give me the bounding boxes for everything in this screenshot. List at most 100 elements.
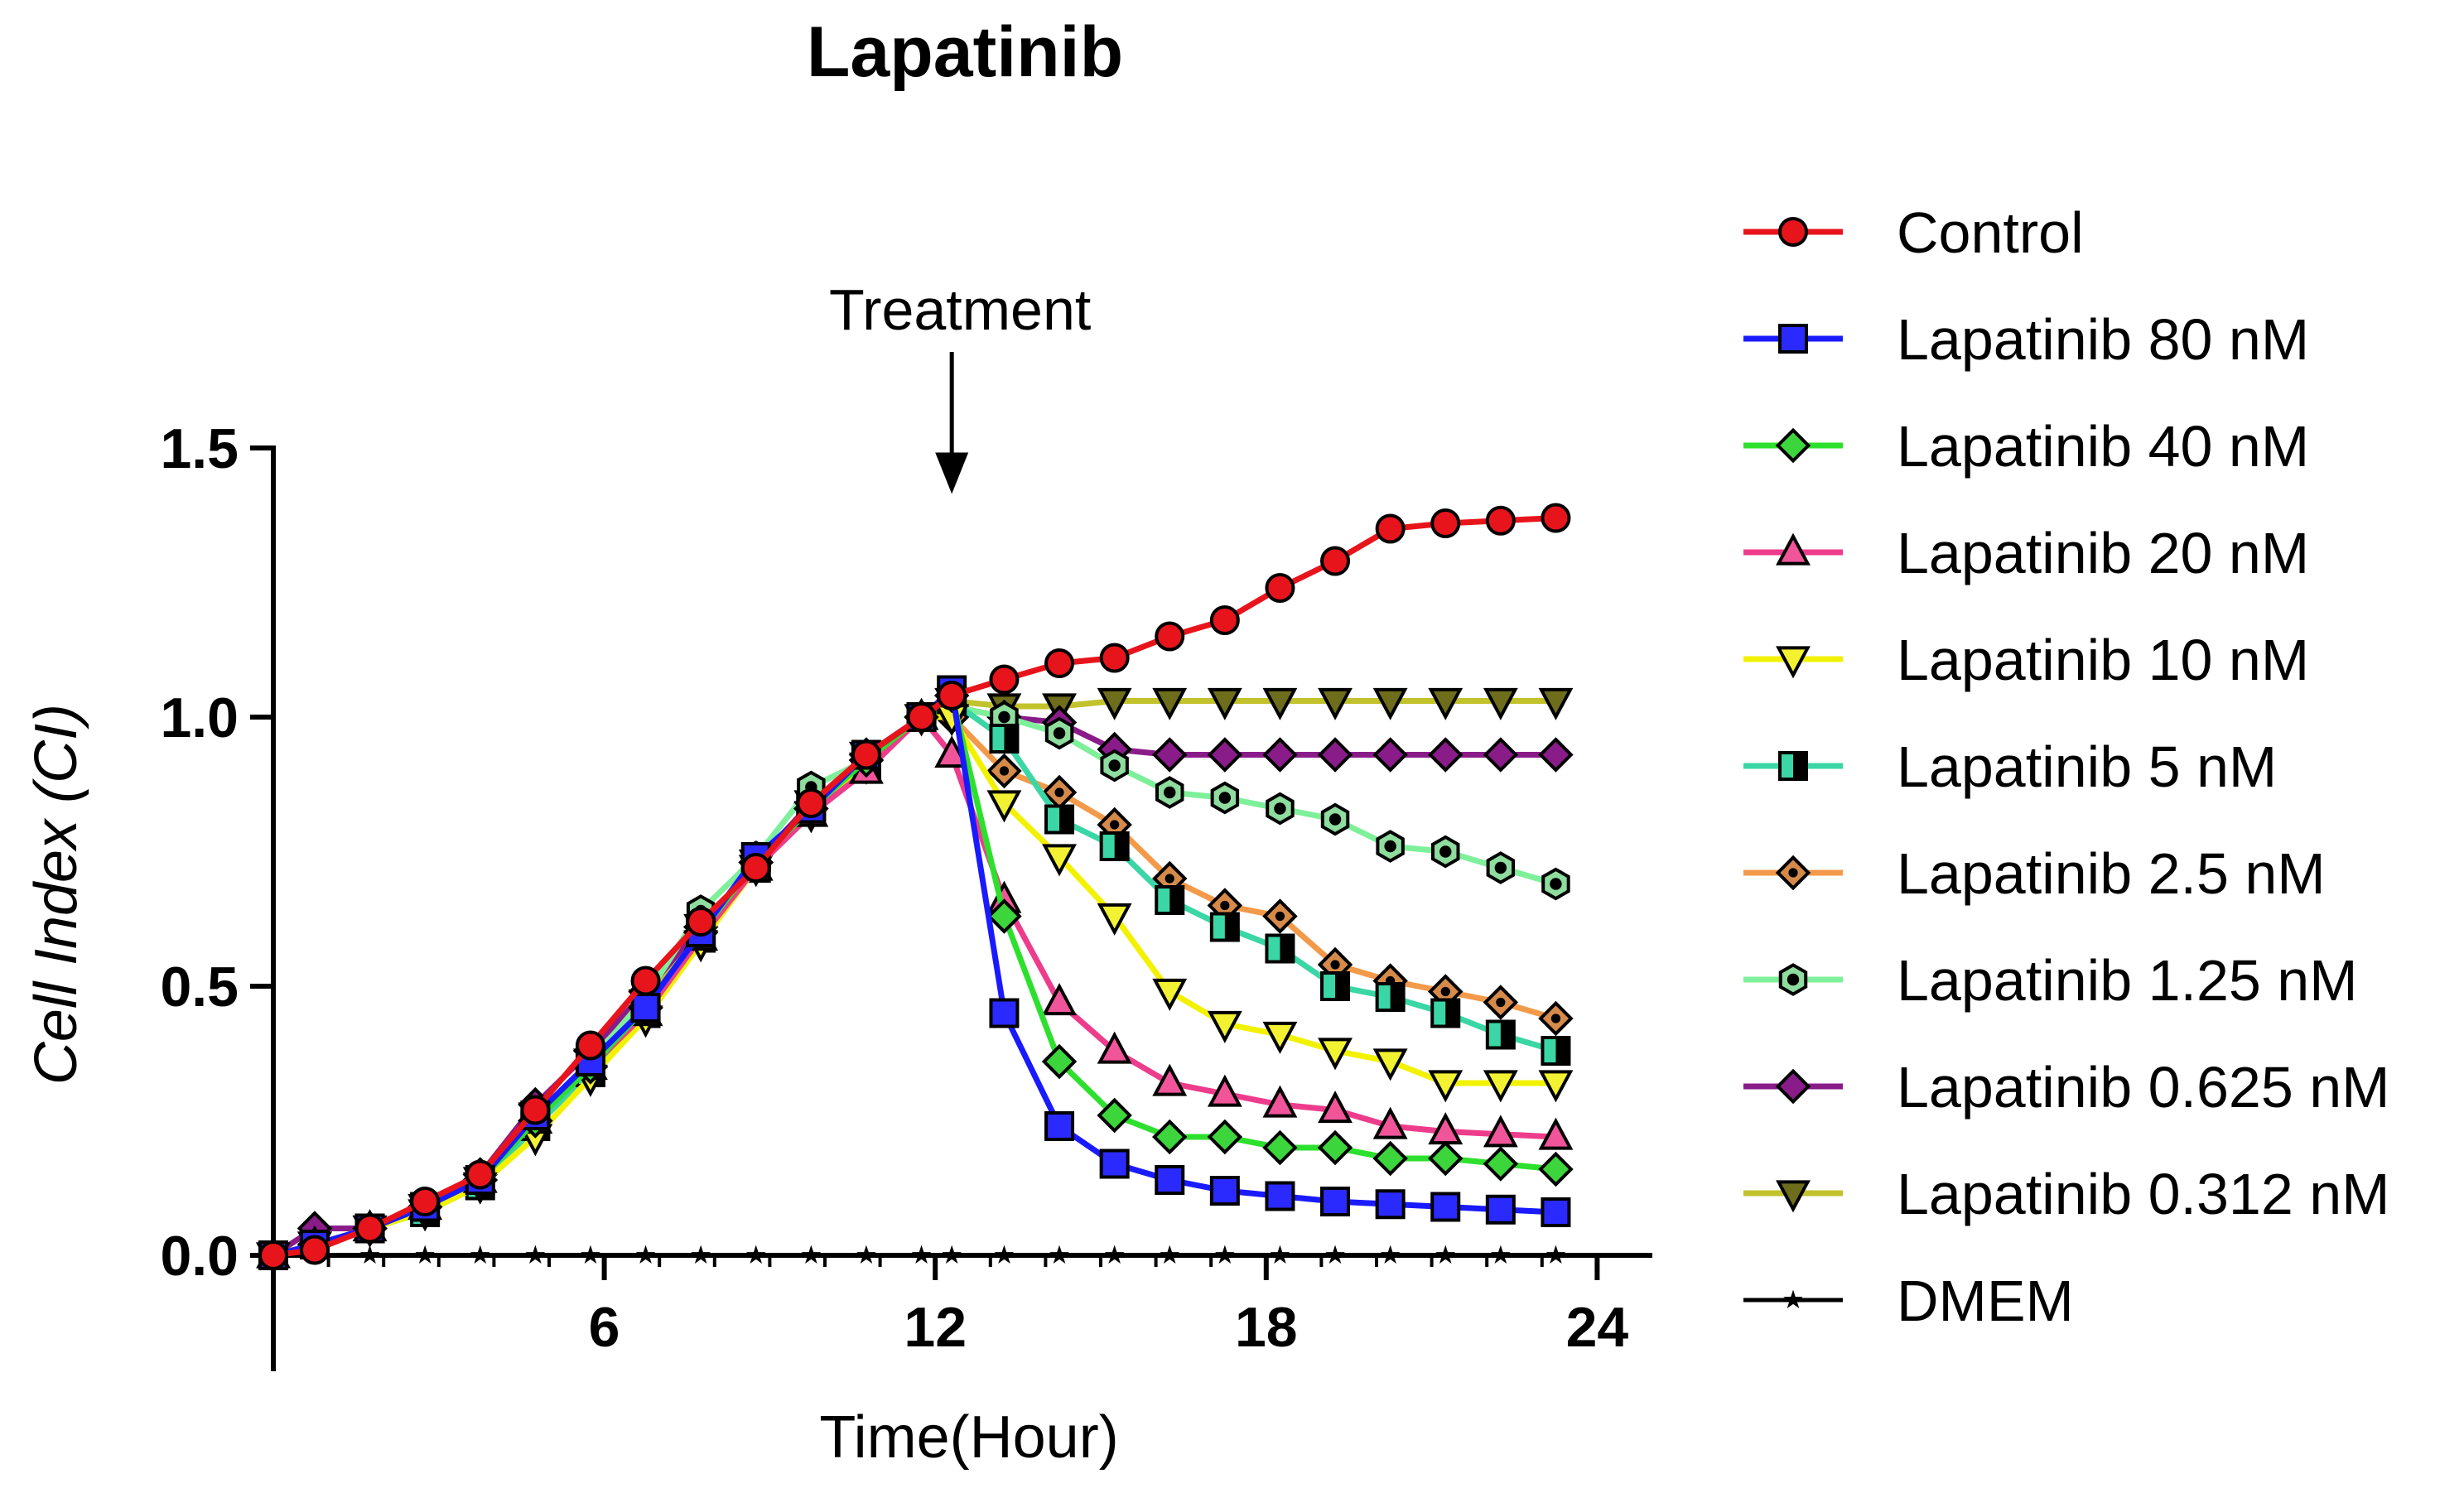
data-point xyxy=(989,724,1020,754)
data-point xyxy=(1104,1245,1125,1264)
data-point xyxy=(851,739,881,770)
data-point xyxy=(1538,1151,1574,1187)
x-tick-label: 12 xyxy=(904,1296,967,1359)
legend-item: Lapatinib 20 nM xyxy=(1743,521,2309,585)
data-point xyxy=(1431,835,1460,869)
data-point xyxy=(801,1245,822,1264)
legend-label: Lapatinib 40 nM xyxy=(1897,414,2309,479)
data-point xyxy=(1541,1197,1571,1227)
series-layer xyxy=(255,503,1574,1275)
data-point xyxy=(1483,985,1519,1020)
data-point xyxy=(1320,802,1350,836)
data-point xyxy=(1207,1074,1242,1107)
x-axis-label: Time(Hour) xyxy=(819,1404,1118,1471)
legend-marker xyxy=(1778,751,1808,781)
data-point xyxy=(1483,1146,1519,1182)
data-point xyxy=(1049,1245,1069,1264)
tick-group: 0.0 0.5 1.0 1.5 6 12 18 24 xyxy=(160,417,1628,1359)
legend-label: Lapatinib 5 nM xyxy=(1897,734,2277,799)
data-point xyxy=(1317,737,1353,773)
data-point xyxy=(1320,1187,1351,1216)
data-point xyxy=(1042,983,1077,1016)
legend-label: Control xyxy=(1897,200,2084,265)
data-point xyxy=(1262,1129,1298,1166)
data-point xyxy=(1210,781,1240,815)
legend-label: Lapatinib 80 nM xyxy=(1897,307,2309,372)
legend-marker xyxy=(1776,532,1811,566)
data-point xyxy=(1207,1119,1243,1155)
data-point xyxy=(1372,1048,1408,1081)
data-point xyxy=(740,853,771,883)
data-point xyxy=(1483,737,1519,773)
y-tick-label: 0.5 xyxy=(160,956,239,1018)
y-tick-label: 1.5 xyxy=(160,417,239,480)
data-point xyxy=(1215,1245,1235,1264)
data-point xyxy=(1375,982,1406,1012)
data-point xyxy=(1376,830,1405,863)
data-point xyxy=(299,1235,330,1265)
data-point xyxy=(1266,792,1295,826)
data-point xyxy=(1541,503,1571,533)
data-point xyxy=(1430,508,1461,538)
data-point xyxy=(1486,851,1516,884)
data-point xyxy=(1375,1189,1406,1220)
y-axis-label-ci: (CI) xyxy=(23,704,89,803)
data-point xyxy=(1152,687,1188,720)
series-dmem xyxy=(263,1245,1566,1264)
data-point xyxy=(410,1187,441,1216)
data-point xyxy=(630,993,661,1023)
data-point xyxy=(989,998,1020,1028)
data-point xyxy=(1097,687,1132,720)
data-point xyxy=(1044,1111,1075,1141)
legend-marker xyxy=(1778,324,1808,354)
data-point xyxy=(1372,1140,1408,1177)
legend-marker xyxy=(1775,427,1811,464)
data-point xyxy=(1155,621,1185,652)
data-point xyxy=(1262,1085,1298,1118)
data-point xyxy=(1318,1091,1353,1124)
data-point xyxy=(1044,716,1074,750)
data-point xyxy=(1044,804,1075,835)
data-point xyxy=(520,1095,551,1125)
legend-marker xyxy=(1776,646,1811,679)
data-point xyxy=(1262,737,1298,773)
data-point xyxy=(1097,1031,1132,1064)
y-axis-label-main: Cell Index xyxy=(23,803,89,1085)
data-point xyxy=(575,1030,605,1061)
data-point xyxy=(581,1245,600,1264)
data-point xyxy=(1262,687,1298,720)
series-line xyxy=(272,515,1556,1259)
data-point xyxy=(1428,737,1463,773)
x-tick-label: 6 xyxy=(589,1296,620,1359)
data-point xyxy=(1428,1070,1463,1103)
legend-label: Lapatinib 2.5 nM xyxy=(1897,841,2326,906)
legend-marker xyxy=(1778,217,1808,247)
data-point xyxy=(1430,998,1461,1028)
data-point xyxy=(635,1245,656,1264)
legend-item: Lapatinib 2.5 nM xyxy=(1743,841,2326,906)
data-point xyxy=(1155,885,1185,915)
data-point xyxy=(1538,1070,1574,1103)
data-point xyxy=(415,1245,435,1264)
data-point xyxy=(1435,1245,1456,1264)
data-point xyxy=(1538,1117,1574,1150)
data-point xyxy=(1155,1165,1185,1195)
data-point xyxy=(1099,1149,1130,1179)
data-point xyxy=(686,907,716,937)
data-point xyxy=(1265,1181,1295,1211)
data-point xyxy=(1270,1245,1290,1264)
data-point xyxy=(1318,687,1353,720)
data-point xyxy=(1375,513,1406,544)
data-point xyxy=(354,1213,385,1244)
legend-label: Lapatinib 10 nM xyxy=(1897,628,2309,692)
y-tick-label: 1.0 xyxy=(160,686,239,749)
data-point xyxy=(942,1245,962,1264)
data-point xyxy=(1485,1194,1516,1225)
legend-item: Lapatinib 0.312 nM xyxy=(1743,1162,2389,1226)
data-point xyxy=(1545,1245,1566,1264)
data-point xyxy=(1483,1070,1518,1103)
data-point xyxy=(1097,903,1132,936)
data-point xyxy=(1372,737,1408,773)
data-point xyxy=(1097,1097,1132,1134)
